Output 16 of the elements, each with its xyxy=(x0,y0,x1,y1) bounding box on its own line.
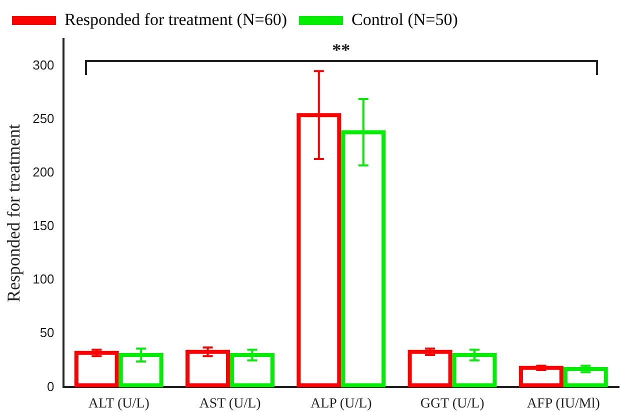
y-tick-label: 300 xyxy=(32,57,54,72)
y-tick-label: 100 xyxy=(32,272,54,287)
y-tick-label: 50 xyxy=(40,325,54,340)
x-tick-label: AFP (IU/Ml) xyxy=(526,396,600,412)
y-tick-label: 150 xyxy=(32,218,54,234)
legend-label: Control (N=50) xyxy=(351,10,458,29)
x-tick-label: AST (U/L) xyxy=(199,396,262,412)
x-tick-label: ALP (U/L) xyxy=(310,396,372,412)
x-tick-label: ALT (U/L) xyxy=(88,396,150,412)
x-tick-label: GGT (U/L) xyxy=(420,396,485,412)
annotation: ** xyxy=(332,40,350,61)
y-tick-label: 200 xyxy=(32,164,54,180)
y-axis-title: Responded for treatment xyxy=(4,124,24,302)
legend-label: Responded for treatment (N=60) xyxy=(64,10,287,29)
y-tick-label: 250 xyxy=(32,110,54,126)
y-tick-label: 0 xyxy=(47,378,54,394)
